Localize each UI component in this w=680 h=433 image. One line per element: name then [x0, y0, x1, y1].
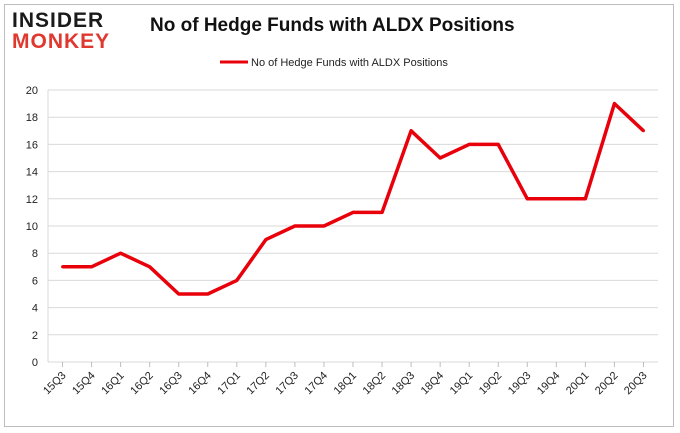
legend: No of Hedge Funds with ALDX Positions — [220, 57, 448, 69]
data-point — [90, 265, 94, 269]
x-tick-label: 17Q3 — [274, 370, 302, 398]
data-point — [612, 102, 616, 106]
data-point — [554, 197, 558, 201]
y-axis-ticks: 0 2 4 6 8 10 12 14 16 18 20 — [26, 85, 38, 369]
series-layer — [61, 101, 645, 296]
legend-label: No of Hedge Funds with ALDX Positions — [251, 57, 448, 69]
data-point — [496, 142, 500, 146]
y-tick-label: 0 — [32, 357, 38, 369]
logo-line-1: INSIDER — [12, 9, 105, 32]
x-tick-label: 20Q1 — [564, 370, 592, 398]
data-point — [322, 224, 326, 228]
chart-frame — [4, 4, 674, 427]
x-tick-label: 18Q2 — [361, 370, 389, 398]
data-point — [177, 292, 181, 296]
y-tick-label: 18 — [26, 112, 38, 124]
x-tick-label: 15Q4 — [70, 370, 98, 398]
data-point — [351, 210, 355, 214]
y-tick-label: 20 — [26, 85, 38, 97]
x-tick-label: 16Q2 — [128, 370, 156, 398]
x-tick-label: 16Q1 — [99, 370, 127, 398]
x-tick-label: 19Q3 — [506, 370, 534, 398]
y-tick-label: 6 — [32, 275, 38, 287]
chart-title: No of Hedge Funds with ALDX Positions — [150, 15, 515, 36]
x-tick-label: 16Q4 — [186, 370, 214, 398]
data-point — [119, 251, 123, 255]
data-point — [467, 142, 471, 146]
x-tick-label: 16Q3 — [157, 370, 185, 398]
data-point — [525, 197, 529, 201]
data-point — [583, 197, 587, 201]
logo-line-2: MONKEY — [12, 30, 111, 53]
data-point — [264, 238, 268, 242]
insider-monkey-logo: INSIDER MONKEY — [12, 10, 128, 54]
x-tick-label: 17Q1 — [215, 370, 243, 398]
x-tick-label: 20Q3 — [622, 370, 650, 398]
data-point — [641, 129, 645, 133]
x-tick-label: 20Q2 — [593, 370, 621, 398]
x-tick-label: 19Q2 — [477, 370, 505, 398]
data-point — [438, 156, 442, 160]
data-point — [206, 292, 210, 296]
x-tick-label: 19Q4 — [535, 370, 563, 398]
y-tick-label: 4 — [32, 303, 38, 315]
data-point — [409, 129, 413, 133]
x-tick-label: 19Q1 — [448, 370, 476, 398]
y-tick-label: 2 — [32, 330, 38, 342]
x-tick-label: 17Q2 — [244, 370, 272, 398]
x-axis-ticks: 15Q3 15Q4 16Q1 16Q2 16Q3 16Q4 17Q1 17Q2 17Q3 17Q4… — [41, 362, 650, 398]
x-tick-label: 18Q1 — [332, 370, 360, 398]
y-tick-label: 16 — [26, 139, 38, 151]
data-point — [61, 265, 65, 269]
data-point — [293, 224, 297, 228]
x-tick-label: 15Q3 — [41, 370, 69, 398]
y-tick-label: 8 — [32, 248, 38, 260]
y-tick-label: 14 — [26, 167, 38, 179]
data-point — [235, 278, 239, 282]
x-tick-label: 17Q4 — [303, 370, 331, 398]
x-tick-label: 18Q4 — [419, 370, 447, 398]
gridlines — [47, 89, 658, 363]
y-tick-label: 10 — [26, 221, 38, 233]
x-tick-label: 18Q3 — [390, 370, 418, 398]
data-point — [380, 210, 384, 214]
data-point — [148, 265, 152, 269]
y-tick-label: 12 — [26, 194, 38, 206]
